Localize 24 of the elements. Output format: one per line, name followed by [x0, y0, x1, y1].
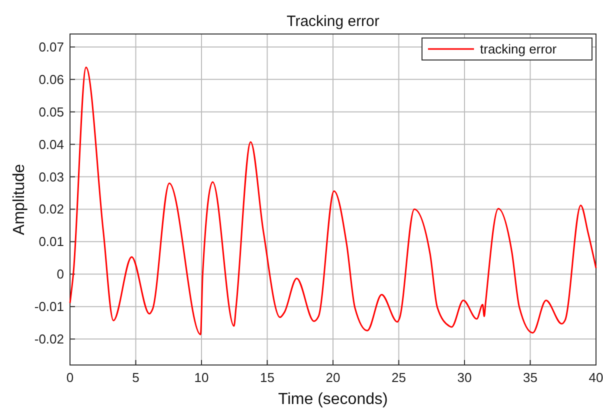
x-tick-label: 20: [326, 370, 340, 385]
y-tick-label: 0.02: [38, 202, 64, 217]
y-tick-label: 0.03: [38, 169, 64, 184]
x-tick-label: 30: [457, 370, 472, 385]
y-tick-label: -0.01: [34, 299, 64, 314]
x-axis-title: Time (seconds): [278, 391, 388, 408]
legend-label: tracking error: [480, 42, 558, 56]
x-tick-label: 25: [392, 370, 406, 385]
x-tick-label: 0: [66, 370, 74, 385]
y-tick-label: 0: [56, 266, 64, 282]
x-tick-label: 15: [260, 370, 274, 385]
line-series: [69, 66, 597, 336]
x-tick-label: 5: [132, 370, 140, 385]
x-tick-label: 10: [194, 370, 209, 385]
y-tick-label: 0.07: [38, 39, 64, 54]
y-tick-label: 0.05: [38, 104, 64, 120]
y-tick-label: -0.02: [34, 332, 64, 347]
y-axis-title: Amplitude: [11, 164, 28, 236]
x-tick-label: 40: [588, 370, 603, 385]
y-tick-label: 0.01: [38, 234, 64, 250]
y-tick-label: 0.06: [38, 72, 64, 87]
y-tick-label: 0.04: [38, 136, 64, 152]
chart-title: Tracking error: [286, 13, 380, 30]
x-tick-label: 35: [523, 370, 538, 385]
